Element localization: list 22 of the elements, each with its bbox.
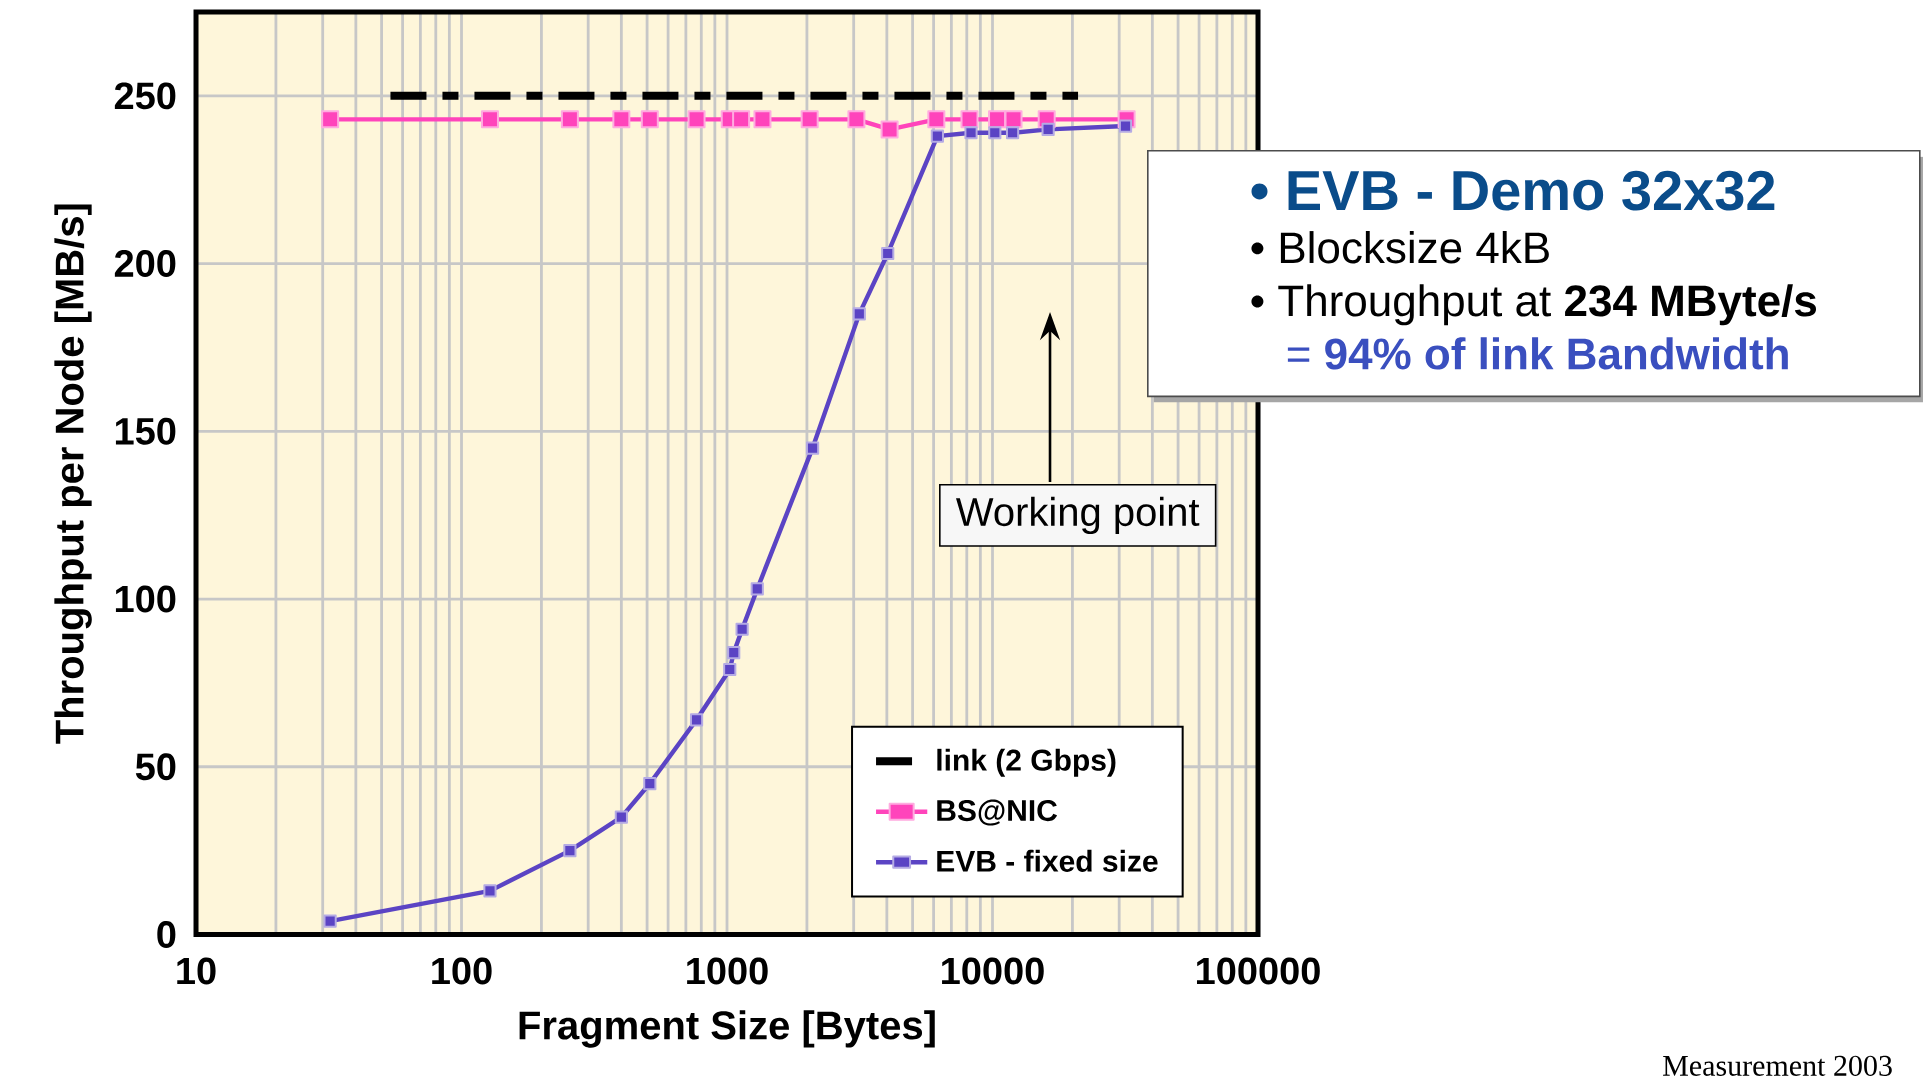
annotation: • EVB - Demo 32x32 xyxy=(1251,170,1775,211)
annotation: • Blocksize 4kB xyxy=(1251,231,1549,264)
y-tick-label: 250 xyxy=(114,82,176,110)
x-tick-label: 10 xyxy=(177,957,216,985)
annotation: • Throughput at 234 MByte/s xyxy=(1251,284,1817,326)
x-tick-label: 1000 xyxy=(687,957,768,985)
text: = 94% of link Bandwidth xyxy=(1287,337,1788,370)
y-tick-label: 0 xyxy=(157,921,176,948)
legend-label: BS@NIC xyxy=(937,799,1058,826)
y-axis-title: Throughput per Node [MB/s] xyxy=(54,204,92,744)
x-tick-label: 10000 xyxy=(942,957,1044,985)
text: Measurement 2003 xyxy=(1663,1055,1892,1076)
y-tick-label: 50 xyxy=(135,753,176,781)
y-tick-label: 100 xyxy=(115,585,176,613)
x-tick-label: 100000 xyxy=(1196,957,1320,985)
legend-label: link (2 Gbps) xyxy=(937,748,1116,777)
y-tick-label: 200 xyxy=(114,250,176,278)
x-tick-label: 100 xyxy=(432,957,492,985)
annotation: Working point xyxy=(956,496,1200,535)
x-axis-title: Fragment Size [Bytes] xyxy=(519,1010,935,1048)
legend-label: EVB - fixed size xyxy=(937,849,1158,872)
y-tick-label: 150 xyxy=(115,417,176,445)
